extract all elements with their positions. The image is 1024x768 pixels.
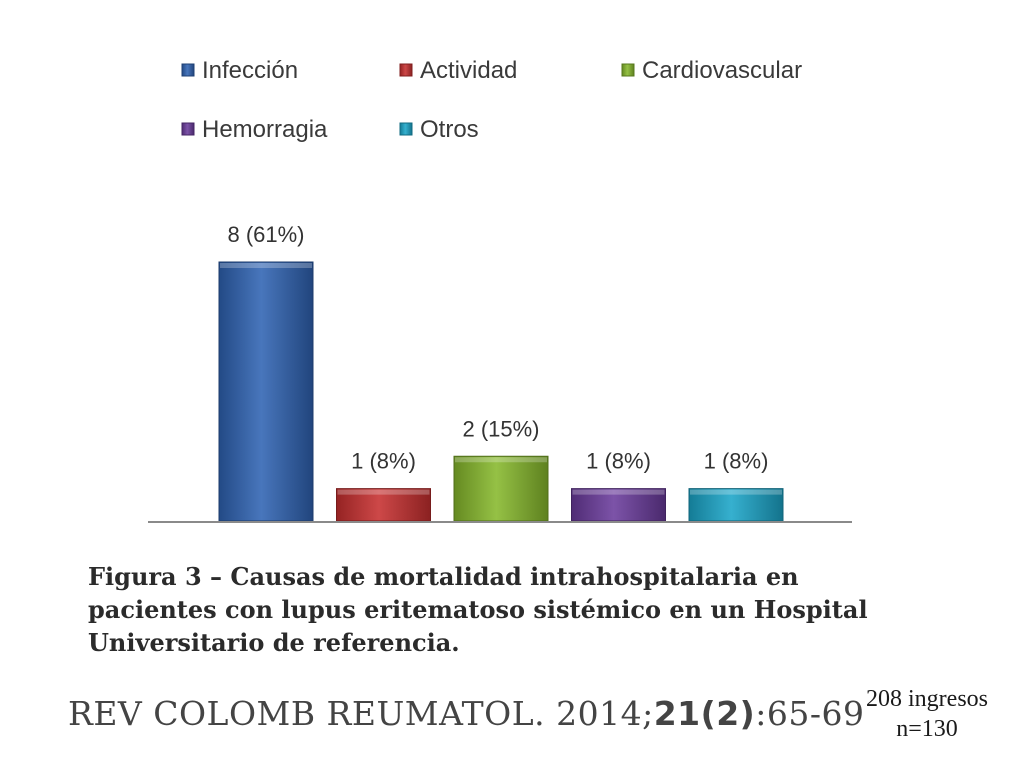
data-label-hemorragia: 1 (8%) — [586, 449, 651, 474]
data-label-cardiovascular: 2 (15%) — [462, 416, 539, 441]
legend-swatch-otros — [399, 122, 413, 136]
legend-label-actividad: Actividad — [420, 57, 517, 84]
data-label-actividad: 1 (8%) — [351, 449, 416, 474]
legend-label-otros: Otros — [420, 116, 479, 143]
legend-swatch-actividad — [399, 63, 413, 77]
citation-pages: :65-69 — [755, 694, 865, 733]
citation-prefix: REV COLOMB REUMATOL. 2014; — [68, 694, 654, 733]
note-admissions: 208 ingresos — [866, 686, 988, 712]
legend-label-cardiovascular: Cardiovascular — [642, 57, 802, 84]
chart-legend: Infección Actividad Cardiovascular Hemorrag… — [181, 57, 802, 143]
journal-citation: REV COLOMB REUMATOL. 2014;21(2):65-69 — [68, 694, 865, 733]
bar-highlight-infeccion — [220, 263, 312, 268]
bars — [218, 261, 784, 522]
legend-label-infeccion: Infección — [202, 57, 298, 84]
bar-highlight-hemorragia — [572, 489, 665, 495]
caption-line-3: Universitario de referencia. — [88, 628, 460, 657]
sample-note: 208 ingresos n=130 — [866, 684, 988, 744]
citation-volume: 21(2) — [653, 694, 756, 733]
note-sample-size: n=130 — [896, 716, 958, 742]
caption-line-1: Figura 3 – Causas de mortalidad intrahos… — [88, 562, 799, 591]
bar-infeccion — [218, 261, 314, 522]
bar-highlight-cardiovascular — [455, 457, 547, 463]
data-label-infeccion: 8 (61%) — [227, 222, 304, 247]
bar-cardiovascular — [453, 455, 549, 522]
bar-highlight-otros — [690, 489, 782, 495]
legend-label-hemorragia: Hemorragia — [202, 116, 328, 143]
bar-hemorragia — [571, 488, 666, 522]
figure-caption: Figura 3 – Causas de mortalidad intrahos… — [88, 560, 948, 658]
bar-otros — [688, 488, 784, 522]
data-labels: 8 (61%) 1 (8%) 2 (15%) 1 (8%) 1 (8%) — [227, 222, 768, 474]
legend-swatch-infeccion — [181, 63, 195, 77]
caption-line-2: pacientes con lupus eritematoso sistémic… — [88, 595, 868, 624]
legend-swatch-cardiovascular — [621, 63, 635, 77]
mortality-bar-chart: Infección Actividad Cardiovascular Hemorrag… — [148, 57, 852, 523]
legend-swatch-hemorragia — [181, 122, 195, 136]
bar-highlight-actividad — [337, 489, 430, 495]
bar-actividad — [336, 488, 431, 522]
data-label-otros: 1 (8%) — [704, 449, 769, 474]
